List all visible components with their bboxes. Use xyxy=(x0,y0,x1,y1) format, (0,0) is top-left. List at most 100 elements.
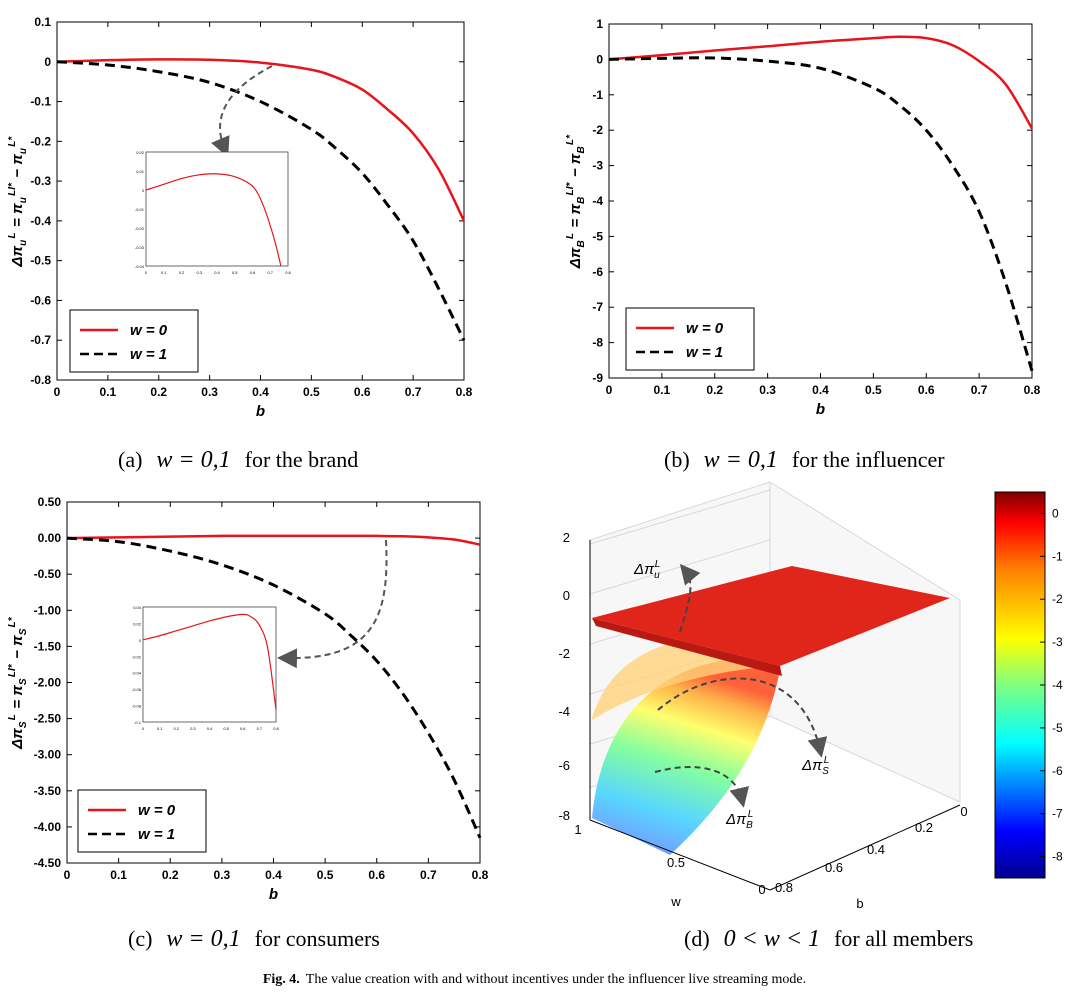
caption-a: (a) w = 0,1 for the brand xyxy=(118,447,359,473)
x-tick-label: 0.4 xyxy=(252,385,269,399)
w-tick-label: 1 xyxy=(574,822,581,837)
x-tick-label: 0.3 xyxy=(201,385,218,399)
label-influencer: ΔπBL xyxy=(725,809,753,831)
inset-y-tick-label: -0.04 xyxy=(135,264,145,269)
y-tick-label: -1.50 xyxy=(34,639,62,653)
inset-x-tick-label: 0.5 xyxy=(232,270,238,275)
y-tick-label: -1.00 xyxy=(34,603,62,617)
series-line-w0 xyxy=(56,58,466,222)
panel-d: 2 0 -2 -4 -6 -8 1 0.5 0 0.8 0.6 0.4 0.2 0 w b ΔπuL ΔπSL Δπ… xyxy=(530,470,1069,920)
inset-series-line xyxy=(142,613,277,710)
y-axis-label: ΔπB L = πB LI* − πB L* xyxy=(565,134,587,270)
y-axis-label: Δπu L = πu LI* − πu L* xyxy=(7,135,29,268)
x-axis-label: b xyxy=(269,886,278,903)
inset-y-tick-label: 0 xyxy=(139,638,142,643)
y-tick-label: -4.00 xyxy=(34,820,62,834)
x-tick-label: 0.8 xyxy=(1024,383,1041,397)
b-tick-label: 0.8 xyxy=(775,880,793,895)
legend-box xyxy=(69,309,199,373)
inset-y-tick-label: -0.06 xyxy=(132,687,142,692)
series-line-w0 xyxy=(66,534,481,546)
w-axis xyxy=(589,819,771,891)
colorbar-tick-label: -2 xyxy=(1052,592,1063,606)
surface-brand-edge xyxy=(592,618,782,676)
legend-label: w = 1 xyxy=(138,826,175,843)
surface-influencer xyxy=(592,657,780,855)
b-tick-label: 0.6 xyxy=(825,860,843,875)
colorbar-tick-label: -3 xyxy=(1052,635,1063,649)
z-tick-label: -4 xyxy=(558,704,570,719)
legend-label: w = 0 xyxy=(138,802,176,819)
x-tick-label: 0 xyxy=(54,385,61,399)
y-axis-label-text: Δπu L = πu LI* − πu L* xyxy=(7,135,29,267)
label-consumers: ΔπSL xyxy=(801,755,829,777)
y-tick-label: -4 xyxy=(592,194,603,208)
y-axis-label-text: ΔπB L = πB LI* − πB L* xyxy=(565,134,587,270)
w-axis-label: w xyxy=(670,894,681,909)
y-tick-label: 0 xyxy=(596,52,603,66)
figure-caption: Fig. 4. The value creation with and witho… xyxy=(262,972,807,987)
y-tick-label: -0.3 xyxy=(30,174,51,188)
y-axis-label-text: ΔπS L = πS LI* − πS L* xyxy=(7,616,29,750)
z-tick-label: -6 xyxy=(558,758,570,773)
inset-y-tick-label: -0.1 xyxy=(134,720,142,725)
y-tick-label: -4.50 xyxy=(34,856,62,870)
y-tick-label: -2.50 xyxy=(34,712,62,726)
z-tick-label: -8 xyxy=(558,808,570,823)
inset-x-tick-label: 0.7 xyxy=(257,726,263,731)
z-tick-label: -2 xyxy=(558,646,570,661)
y-tick-label: 0.00 xyxy=(38,531,62,545)
caption-c: (c) w = 0,1 for consumers xyxy=(128,926,380,952)
inset-x-tick-label: 0.5 xyxy=(223,726,229,731)
colorbar-tick-label: -4 xyxy=(1052,678,1063,692)
y-tick-label: -0.2 xyxy=(30,134,51,148)
y-tick-label: -0.4 xyxy=(30,214,51,228)
x-tick-label: 0.3 xyxy=(214,868,231,882)
colorbar-tick-label: -6 xyxy=(1052,764,1063,778)
colorbar-tick-label: -8 xyxy=(1052,850,1063,864)
inset-x-tick-label: 0.7 xyxy=(267,270,273,275)
panel-b: 0 0.1 0.2 0.3 0.4 0.5 0.6 0.7 0.8 1 0 -1 -2 -3 -4 -5 -6 -… xyxy=(560,0,1069,430)
z-tick-label: 0 xyxy=(563,588,570,603)
caption-d: (d) 0 < w < 1 for all members xyxy=(684,926,974,952)
inset-y-tick-label: 0.01 xyxy=(136,169,145,174)
inset-arrow xyxy=(211,65,273,158)
w-tick-label: 0 xyxy=(758,882,765,897)
y-tick-label: -7 xyxy=(592,300,603,314)
y-tick-label: -2 xyxy=(592,123,603,137)
x-tick-label: 0.8 xyxy=(472,868,489,882)
inset-series-line xyxy=(145,173,282,267)
x-tick-label: 0.6 xyxy=(918,383,935,397)
legend-label: w = 1 xyxy=(686,344,723,361)
x-tick-label: 0.2 xyxy=(162,868,179,882)
inset-x-tick-label: 0.8 xyxy=(285,270,291,275)
inset-x-tick-label: 0.1 xyxy=(161,270,167,275)
chart-c: 0 0.1 0.2 0.3 0.4 0.5 0.6 0.7 0.80.500.00-0.50-1… xyxy=(7,495,489,903)
z-tick-label: 2 xyxy=(563,530,570,545)
w-tick-label: 0.5 xyxy=(667,855,685,870)
b-axis xyxy=(769,804,961,891)
x-tick-label: 0.2 xyxy=(150,385,167,399)
y-tick-label: 0 xyxy=(44,55,51,69)
arrow-brand xyxy=(679,563,701,633)
x-tick-label: 0.8 xyxy=(456,385,473,399)
x-tick-label: 0.1 xyxy=(110,868,127,882)
x-tick-label: 0.7 xyxy=(420,868,437,882)
inset-x-tick-label: 0 xyxy=(142,726,145,731)
surface-brand xyxy=(592,566,950,666)
inset-x-tick-label: 0.4 xyxy=(207,726,213,731)
y-tick-label: -8 xyxy=(592,336,603,350)
series-line-w1 xyxy=(608,56,1034,372)
series-line-w0 xyxy=(608,35,1034,130)
y-tick-label: -0.8 xyxy=(30,373,51,387)
colorbar-tick-label: -7 xyxy=(1052,807,1063,821)
y-tick-label: -5 xyxy=(592,229,603,243)
y-tick-label: -6 xyxy=(592,265,603,279)
inset-y-tick-label: -0.03 xyxy=(135,245,145,250)
label-brand: ΔπuL xyxy=(633,559,660,581)
inset-x-tick-label: 0.6 xyxy=(240,726,246,731)
y-tick-label: -0.6 xyxy=(30,293,51,307)
inset-y-tick-label: 0.02 xyxy=(136,150,145,155)
x-tick-label: 0.5 xyxy=(317,868,334,882)
inset-y-tick-label: -0.04 xyxy=(132,671,142,676)
